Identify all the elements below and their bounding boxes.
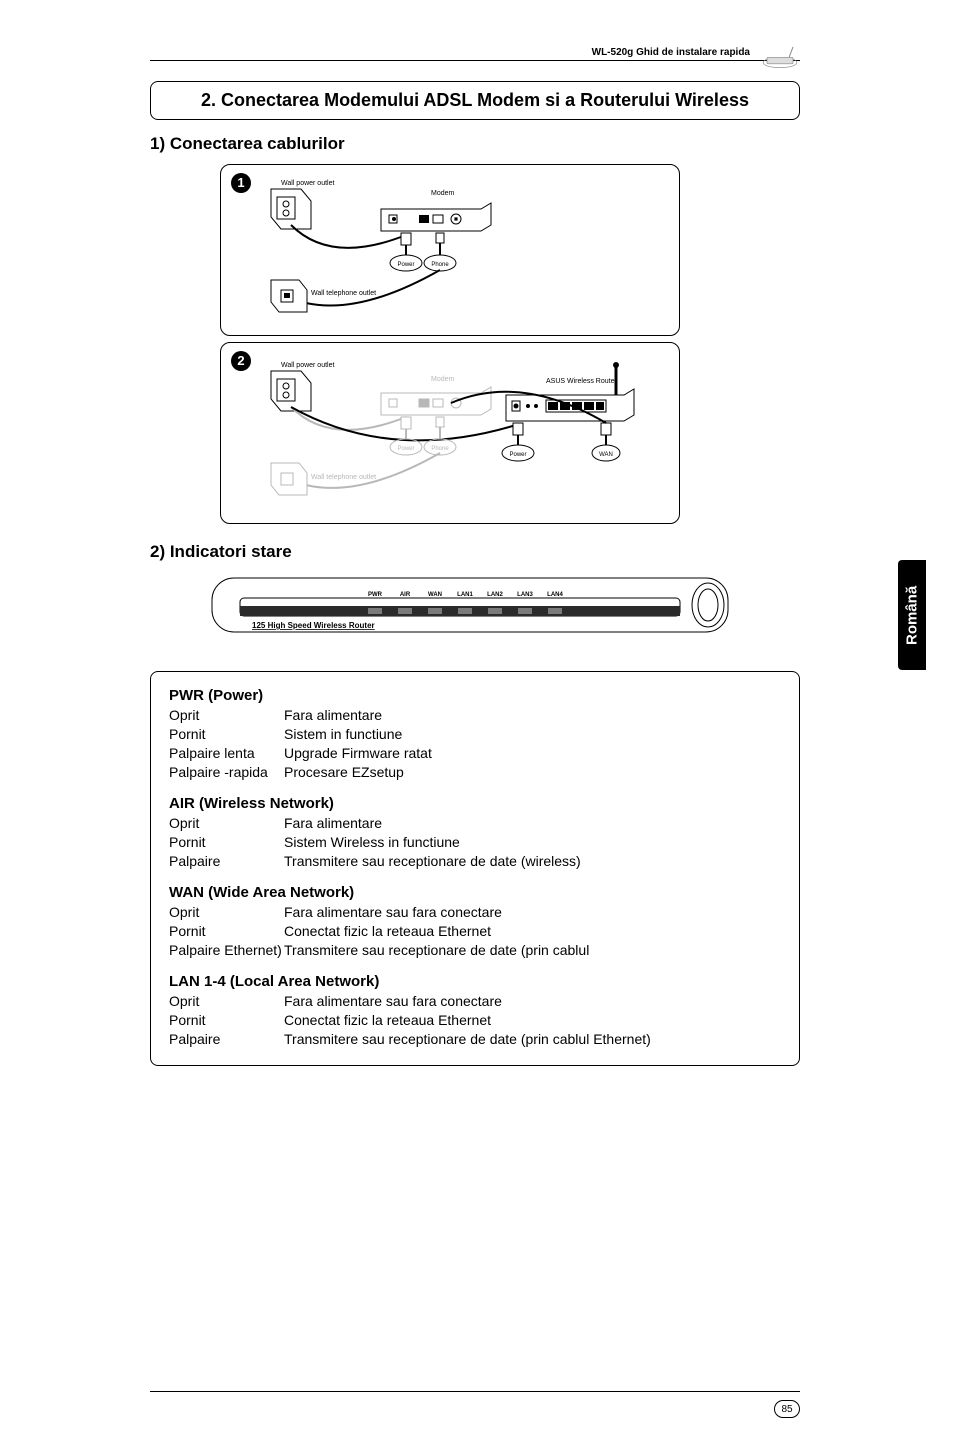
svg-text:AIR: AIR [400, 592, 411, 598]
lan-group: LAN 1-4 (Local Area Network) OpritFara a… [169, 972, 781, 1049]
d2-router-label: ASUS Wireless Router [546, 378, 617, 385]
wan-group: WAN (Wide Area Network) OpritFara alimen… [169, 883, 781, 960]
lan-row: OpritFara alimentare sau fara conectare [169, 992, 781, 1011]
footer-rule: 85 [150, 1391, 800, 1392]
pwr-title: PWR (Power) [169, 686, 781, 706]
language-tab: Română [898, 560, 926, 670]
led-info-box: PWR (Power) OpritFara alimentare PornitS… [150, 671, 800, 1066]
diagram-1-box: 1 Wall power outlet Modem [220, 164, 680, 336]
svg-text:LAN4: LAN4 [547, 592, 563, 598]
air-group: AIR (Wireless Network) OpritFara aliment… [169, 794, 781, 871]
front-panel-svg: PWR AIR WAN LAN1 LAN2 LAN3 LAN4 125 High… [210, 572, 730, 642]
router-header-icon [760, 43, 800, 69]
diagram-2-svg: Wall power outlet Modem [261, 353, 661, 513]
d1-phone-plug: Phone [431, 262, 449, 268]
section-title-box: 2. Conectarea Modemului ADSL Modem si a … [150, 81, 800, 120]
d2-wall-power-label: Wall power outlet [281, 362, 334, 369]
wan-row: PornitConectat fizic la reteaua Ethernet [169, 922, 781, 941]
diagram-1-number: 1 [231, 173, 251, 193]
d2-router-power: Power [509, 452, 526, 458]
d2-modem-label: Modem [431, 376, 455, 383]
section-title: 2. Conectarea Modemului ADSL Modem si a … [201, 90, 749, 110]
d1-power-plug: Power [397, 262, 414, 268]
diagram-group: 1 Wall power outlet Modem [220, 164, 800, 524]
d1-wall-power-label: Wall power outlet [281, 180, 334, 187]
d1-modem-label: Modem [431, 190, 455, 197]
pwr-row: OpritFara alimentare [169, 706, 781, 725]
diagram-1-svg: Wall power outlet Modem [261, 175, 661, 325]
svg-text:LAN1: LAN1 [457, 592, 473, 598]
lan-row: PalpaireTransmitere sau receptionare de … [169, 1030, 781, 1049]
d1-wall-phone-label: Wall telephone outlet [311, 290, 376, 297]
air-row: PornitSistem Wireless in functiune [169, 833, 781, 852]
subhead-2: 2) Indicatori stare [150, 542, 800, 562]
svg-text:LAN3: LAN3 [517, 592, 533, 598]
page-number: 85 [774, 1400, 800, 1418]
air-row: PalpaireTransmitere sau receptionare de … [169, 852, 781, 871]
d2-wall-phone-label: Wall telephone outlet [311, 474, 376, 481]
page-content: WL-520g Ghid de instalare rapida 2. Cone… [150, 60, 800, 1066]
subhead-1: 1) Conectarea cablurilor [150, 134, 800, 154]
pwr-group: PWR (Power) OpritFara alimentare PornitS… [169, 686, 781, 782]
wan-row: Palpaire Ethernet)Transmitere sau recept… [169, 941, 781, 960]
front-panel-figure: PWR AIR WAN LAN1 LAN2 LAN3 LAN4 125 High… [210, 572, 800, 647]
svg-text:PWR: PWR [368, 592, 383, 598]
pwr-row: Palpaire lentaUpgrade Firmware ratat [169, 744, 781, 763]
pwr-row: Palpaire -rapidaProcesare EZsetup [169, 763, 781, 782]
header-product: WL-520g Ghid de instalare rapida [150, 47, 800, 58]
wan-title: WAN (Wide Area Network) [169, 883, 781, 903]
air-row: OpritFara alimentare [169, 814, 781, 833]
d2-wan-plug: WAN [599, 452, 613, 458]
air-title: AIR (Wireless Network) [169, 794, 781, 814]
diagram-2-box: 2 Wall power outlet Modem [220, 342, 680, 524]
d2-power-plug: Power [397, 446, 414, 452]
lan-row: PornitConectat fizic la reteaua Ethernet [169, 1011, 781, 1030]
lan-title: LAN 1-4 (Local Area Network) [169, 972, 781, 992]
front-panel-label: 125 High Speed Wireless Router [252, 621, 375, 630]
pwr-row: PornitSistem in functiune [169, 725, 781, 744]
diagram-2-number: 2 [231, 351, 251, 371]
d2-phone-plug: Phone [431, 446, 449, 452]
header-rule: WL-520g Ghid de instalare rapida [150, 60, 800, 61]
svg-text:LAN2: LAN2 [487, 592, 503, 598]
svg-text:WAN: WAN [428, 592, 442, 598]
wan-row: OpritFara alimentare sau fara conectare [169, 903, 781, 922]
